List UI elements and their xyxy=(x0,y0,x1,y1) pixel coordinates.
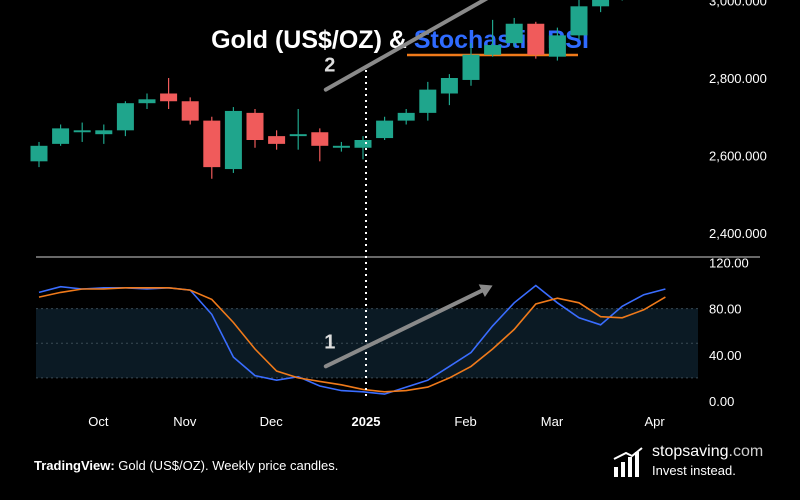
arrow-head xyxy=(478,284,493,297)
month-label: Oct xyxy=(88,414,109,429)
candle xyxy=(289,109,307,150)
candle xyxy=(268,130,286,150)
caption-text: Gold (US$/OZ). Weekly price candles. xyxy=(114,458,339,473)
candle-body xyxy=(268,136,286,144)
candle xyxy=(181,97,199,125)
month-label: 2025 xyxy=(352,414,381,429)
candle xyxy=(621,0,623,1)
price-tick-label: 2,600.000 xyxy=(709,149,767,164)
candle xyxy=(224,107,242,173)
stopsaving-logo: stopsaving.com Invest instead. xyxy=(612,443,782,483)
price-tick-label: 2,400.000 xyxy=(709,226,767,241)
candle xyxy=(52,124,70,146)
trend-arrow-1: 1 xyxy=(323,284,493,369)
logo-brand: stopsaving.com xyxy=(652,443,763,461)
candle-body xyxy=(592,0,610,7)
candle-body xyxy=(160,93,178,102)
arrow-shaft xyxy=(323,288,484,369)
candle xyxy=(592,0,610,13)
arrow-shaft xyxy=(323,0,489,92)
candle-body xyxy=(505,23,523,44)
month-label: Mar xyxy=(541,414,564,429)
stoch-tick-label: 0.00 xyxy=(709,394,734,409)
candle xyxy=(376,116,394,140)
candle xyxy=(311,128,329,162)
candle xyxy=(203,116,221,179)
candle-body xyxy=(138,99,156,104)
logo-brand-suffix: .com xyxy=(728,443,764,460)
candle-body xyxy=(116,103,134,131)
candle xyxy=(73,122,91,142)
candle xyxy=(138,93,156,109)
trend-arrow-2: 2 xyxy=(323,0,489,92)
candle-body xyxy=(73,130,91,133)
time-axis: Oct Nov Dec 2025 Feb Mar Apr xyxy=(88,414,665,429)
price-tick-label: 2,800.000 xyxy=(709,71,767,86)
month-label: Dec xyxy=(260,414,284,429)
candle-body xyxy=(181,101,199,121)
candle-body xyxy=(246,112,264,140)
annotation-label: 2 xyxy=(324,55,335,77)
candle-body xyxy=(484,45,502,55)
candle xyxy=(484,19,502,57)
candle-body xyxy=(311,132,329,146)
candle xyxy=(527,21,545,59)
stoch-d-line xyxy=(38,287,666,393)
candle xyxy=(505,17,523,47)
title-gold: Gold (US$/OZ) & xyxy=(211,26,414,54)
trend-annotations: 21 xyxy=(323,0,493,369)
month-label: Nov xyxy=(173,414,197,429)
candle xyxy=(30,141,48,168)
annotation-label: 1 xyxy=(324,331,335,353)
candle xyxy=(419,81,437,121)
source-caption: TradingView: Gold (US$/OZ). Weekly price… xyxy=(34,458,338,473)
candle xyxy=(548,27,566,61)
candle xyxy=(440,74,458,106)
candle xyxy=(397,109,415,125)
candle xyxy=(332,141,350,152)
stoch-tick-label: 40.00 xyxy=(709,348,742,363)
logo-brand-main: stopsaving xyxy=(652,443,729,460)
candle-body xyxy=(419,89,437,113)
candle xyxy=(246,109,264,148)
candle-body xyxy=(570,6,588,36)
logo-tagline: Invest instead. xyxy=(652,463,736,478)
stoch-tick-label: 120.00 xyxy=(709,255,749,270)
candle xyxy=(116,101,134,137)
month-label: Feb xyxy=(454,414,476,429)
stoch-tick-label: 80.00 xyxy=(709,302,742,317)
stoch-k-line xyxy=(38,284,666,395)
candle-body xyxy=(203,120,221,168)
price-candles xyxy=(30,0,623,179)
stoch-rsi-lines xyxy=(38,284,666,395)
candle-body xyxy=(462,54,480,80)
candle-body xyxy=(30,145,48,162)
candle xyxy=(95,124,113,144)
caption-source: TradingView: xyxy=(34,458,115,473)
price-tick-label: 3,000.000 xyxy=(709,0,767,9)
candle-body xyxy=(332,145,350,148)
candle-body xyxy=(397,112,415,121)
candle xyxy=(462,43,480,86)
candle xyxy=(354,136,372,160)
candle-body xyxy=(548,35,566,57)
month-label: Apr xyxy=(644,414,665,429)
candle-body xyxy=(224,110,242,170)
price-axis: 2,400.0002,600.0002,800.0003,000.0003,20… xyxy=(709,0,767,241)
candle-body xyxy=(289,134,307,137)
bar-chart-icon xyxy=(613,447,643,477)
candle xyxy=(160,78,178,109)
candle-body xyxy=(376,120,394,139)
candle-body xyxy=(354,140,372,148)
candle-body xyxy=(527,23,545,55)
stoch-axis: 0.00 40.00 80.00 120.00 xyxy=(709,255,749,409)
candle-body xyxy=(52,128,70,144)
candle-body xyxy=(440,78,458,94)
candle-body xyxy=(95,130,113,135)
candle xyxy=(570,0,588,40)
